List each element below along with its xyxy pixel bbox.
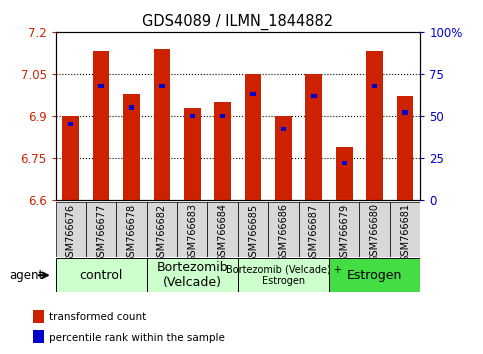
Text: GSM766681: GSM766681 xyxy=(400,204,410,262)
Bar xyxy=(336,147,353,200)
Bar xyxy=(268,202,298,257)
Text: GSM766683: GSM766683 xyxy=(187,204,197,262)
Text: GSM766680: GSM766680 xyxy=(369,204,380,262)
Bar xyxy=(275,116,292,200)
Bar xyxy=(99,84,104,88)
Bar xyxy=(189,114,195,118)
Bar xyxy=(33,310,44,323)
Bar xyxy=(154,49,170,200)
Bar xyxy=(281,127,286,131)
Bar xyxy=(329,258,420,292)
Bar xyxy=(56,202,86,257)
Bar xyxy=(86,202,116,257)
Text: control: control xyxy=(79,269,123,282)
Text: GSM766679: GSM766679 xyxy=(339,204,349,263)
Bar xyxy=(68,122,73,126)
Bar xyxy=(93,51,110,200)
Bar xyxy=(402,110,408,115)
Text: GSM766677: GSM766677 xyxy=(96,204,106,263)
Text: GSM766687: GSM766687 xyxy=(309,204,319,263)
Text: GSM766684: GSM766684 xyxy=(218,204,227,262)
Text: agent: agent xyxy=(10,269,44,282)
Bar xyxy=(129,105,134,110)
Bar xyxy=(159,84,165,88)
Bar xyxy=(208,202,238,257)
Bar xyxy=(311,94,316,98)
Text: Bortezomib
(Velcade): Bortezomib (Velcade) xyxy=(156,261,228,289)
Text: transformed count: transformed count xyxy=(49,312,147,322)
Text: GSM766685: GSM766685 xyxy=(248,204,258,263)
Bar xyxy=(341,161,347,165)
Bar xyxy=(329,202,359,257)
Bar xyxy=(123,93,140,200)
Bar xyxy=(220,114,226,118)
Bar xyxy=(214,102,231,200)
Bar xyxy=(305,74,322,200)
Text: GSM766682: GSM766682 xyxy=(157,204,167,263)
Bar xyxy=(250,92,256,96)
Text: percentile rank within the sample: percentile rank within the sample xyxy=(49,332,225,343)
Text: GSM766676: GSM766676 xyxy=(66,204,76,263)
Bar xyxy=(359,202,390,257)
Text: Estrogen: Estrogen xyxy=(347,269,402,282)
Bar xyxy=(245,74,261,200)
Bar xyxy=(372,84,377,88)
Bar xyxy=(184,108,200,200)
Text: GSM766686: GSM766686 xyxy=(279,204,288,262)
Text: Bortezomib (Velcade) +
Estrogen: Bortezomib (Velcade) + Estrogen xyxy=(226,264,341,286)
Bar xyxy=(298,202,329,257)
Text: GSM766678: GSM766678 xyxy=(127,204,137,263)
Bar xyxy=(238,258,329,292)
Bar xyxy=(397,96,413,200)
Bar xyxy=(116,202,147,257)
Bar xyxy=(390,202,420,257)
Text: GDS4089 / ILMN_1844882: GDS4089 / ILMN_1844882 xyxy=(142,14,333,30)
Bar xyxy=(238,202,268,257)
Bar xyxy=(33,330,44,343)
Bar xyxy=(147,202,177,257)
Bar xyxy=(56,258,147,292)
Bar xyxy=(62,116,79,200)
Bar xyxy=(177,202,208,257)
Bar xyxy=(147,258,238,292)
Bar xyxy=(366,51,383,200)
